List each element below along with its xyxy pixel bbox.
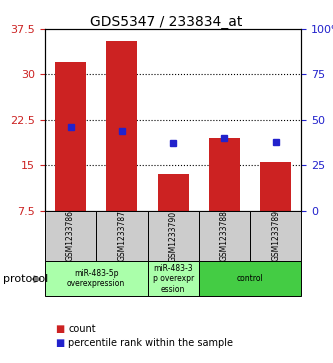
Text: GSM1233786: GSM1233786 [66, 211, 75, 261]
Bar [45, 211, 96, 261]
Bar [158, 174, 188, 211]
Bar [55, 62, 86, 211]
Text: miR-483-3
p overexpr
ession: miR-483-3 p overexpr ession [153, 264, 194, 294]
Bar [250, 211, 301, 261]
Text: GSM1233789: GSM1233789 [271, 211, 280, 261]
Bar [260, 162, 291, 211]
Text: control: control [237, 274, 263, 283]
Bar [199, 211, 250, 261]
Bar [45, 261, 148, 296]
Text: percentile rank within the sample: percentile rank within the sample [68, 338, 233, 348]
Text: GDS5347 / 233834_at: GDS5347 / 233834_at [90, 15, 243, 29]
Bar [148, 211, 199, 261]
Text: ■: ■ [55, 338, 64, 348]
Text: GSM1233790: GSM1233790 [168, 211, 178, 261]
Text: GSM1233787: GSM1233787 [117, 211, 127, 261]
Text: GSM1233788: GSM1233788 [220, 211, 229, 261]
Bar [148, 261, 199, 296]
Bar [96, 211, 148, 261]
Text: ■: ■ [55, 323, 64, 334]
Text: miR-483-5p
overexpression: miR-483-5p overexpression [67, 269, 125, 288]
Text: protocol: protocol [3, 274, 49, 284]
Text: count: count [68, 323, 96, 334]
Bar [199, 261, 301, 296]
Bar [107, 41, 137, 211]
Bar [209, 138, 240, 211]
